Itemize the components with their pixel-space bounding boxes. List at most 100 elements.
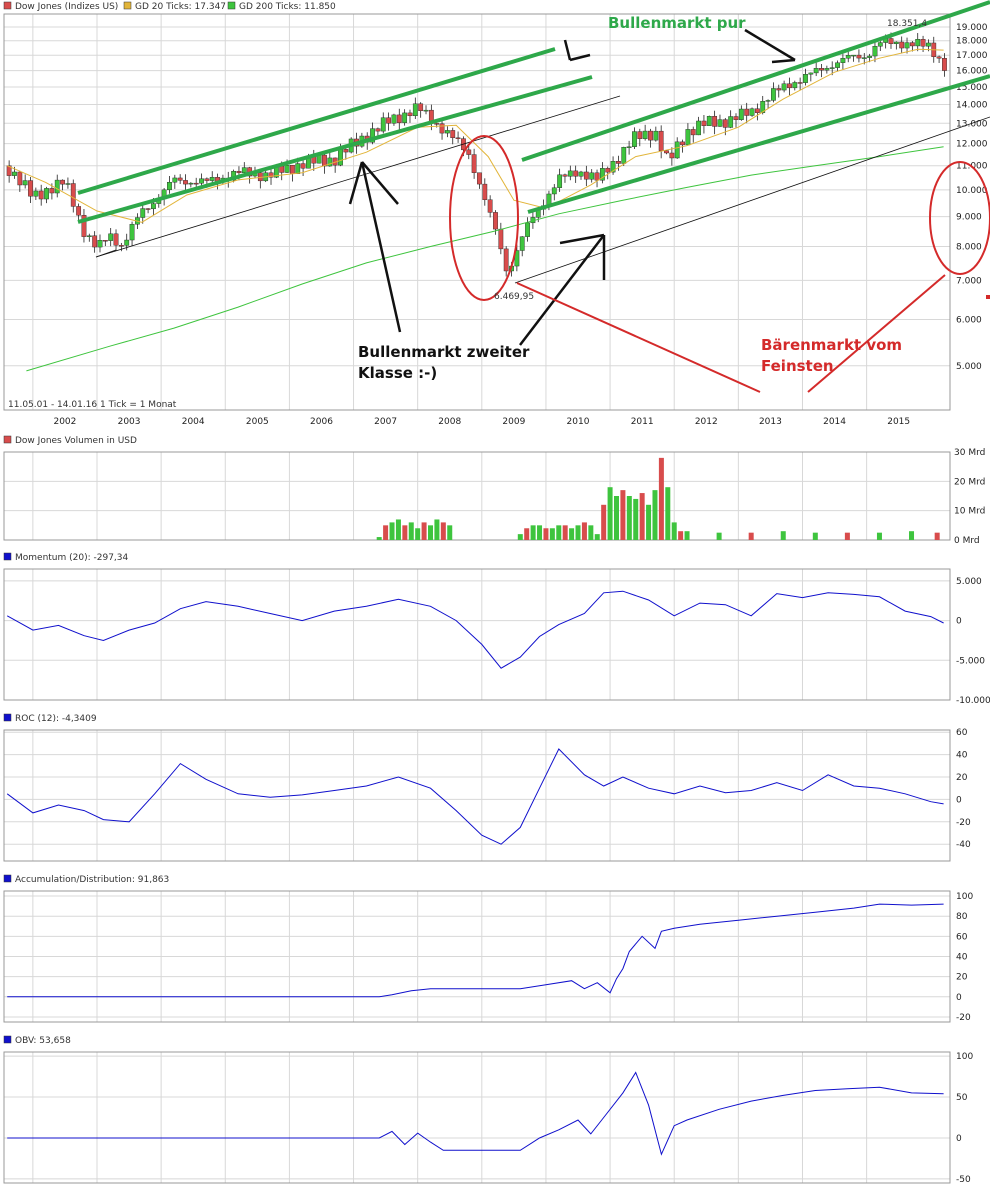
volume-bar xyxy=(876,532,882,540)
candle-up xyxy=(696,120,701,136)
volume-bar xyxy=(537,525,543,540)
candle-up xyxy=(412,103,418,117)
legend-ad: Accumulation/Distribution: 91,863 xyxy=(15,875,169,885)
candle-up xyxy=(915,39,921,47)
volume-bar xyxy=(440,522,446,540)
panel-frame xyxy=(3,890,951,1023)
candle-down xyxy=(493,212,498,230)
volume-bar xyxy=(658,457,664,540)
candle-up xyxy=(792,82,798,89)
candle-down xyxy=(322,154,327,167)
x-tick-label: 2011 xyxy=(631,417,654,427)
volume-bar xyxy=(633,498,639,540)
legend-swatch-gd200 xyxy=(227,1,236,10)
gd20-line xyxy=(7,48,944,223)
y-tick-label: 0 xyxy=(956,795,962,805)
candle-down xyxy=(819,68,824,71)
candle-up xyxy=(803,74,808,83)
volume-bar xyxy=(517,534,523,540)
y-tick-label: -20 xyxy=(956,1013,971,1023)
x-tick-label: 2002 xyxy=(53,417,76,427)
candle-down xyxy=(744,108,750,116)
gd200-line xyxy=(26,146,944,372)
candle-down xyxy=(38,190,44,200)
volume-bar xyxy=(620,490,626,540)
volume-bar xyxy=(909,531,915,540)
candle-up xyxy=(199,178,204,184)
candle-up xyxy=(370,128,375,143)
crash-ellipse xyxy=(449,135,519,301)
candle-up xyxy=(893,41,899,44)
candle-up xyxy=(642,130,648,139)
bear-line xyxy=(807,274,946,393)
candle-down xyxy=(856,54,862,59)
legend-swatch-ad xyxy=(3,874,12,883)
volume-bar xyxy=(428,525,434,540)
obv-panel: -50 0 50 100 xyxy=(3,1051,973,1185)
candle-down xyxy=(776,88,782,91)
volume-bar xyxy=(395,519,401,540)
legend-swatch-gd20 xyxy=(123,1,132,10)
candle-up xyxy=(525,222,530,237)
annotation-bull-pure: Bullenmarkt pur xyxy=(608,14,746,32)
legend-swatch-roc xyxy=(3,713,12,722)
roc-panel: -40 -20 0 20 40 60 xyxy=(3,728,971,862)
x-tick-label: 2013 xyxy=(759,417,782,427)
volume-bar xyxy=(607,487,613,540)
candle-up xyxy=(108,233,114,241)
volume-bar xyxy=(588,525,594,540)
candle-down xyxy=(145,208,151,210)
volume-bar xyxy=(421,522,427,540)
candle-down xyxy=(503,248,509,272)
y-tick-label: 20 xyxy=(956,973,968,983)
legend-volume: Dow Jones Volumen in USD xyxy=(15,436,137,446)
arrow-line xyxy=(348,161,364,205)
candle-down xyxy=(434,123,440,125)
candle-down xyxy=(936,56,942,59)
x-tick-label: 2005 xyxy=(246,417,269,427)
candle-up xyxy=(557,174,563,188)
x-axis: 2002 2003 2004 2005 2006 2007 2008 2009 2010 2011… xyxy=(53,417,910,427)
x-tick-label: 2009 xyxy=(502,417,525,427)
x-tick-label: 2003 xyxy=(118,417,141,427)
volume-bar xyxy=(748,532,754,540)
candle-down xyxy=(594,172,600,181)
y-tick-label: 60 xyxy=(956,932,968,942)
volume-bar xyxy=(626,496,632,540)
candle-down xyxy=(701,120,707,126)
legend-obv: OBV: 53,658 xyxy=(15,1036,71,1046)
y-tick-label: 40 xyxy=(956,751,968,761)
candle-down xyxy=(76,206,82,216)
candle-down xyxy=(92,235,98,248)
candle-down xyxy=(909,42,915,47)
arrow-line xyxy=(360,161,402,333)
candle-up xyxy=(851,54,856,57)
y-tick-label: 0 Mrd xyxy=(954,536,980,546)
candle-down xyxy=(637,131,643,139)
volume-bar xyxy=(543,528,549,540)
annotation-high-value: 18.351,4 xyxy=(887,19,927,29)
candle-down xyxy=(28,180,33,197)
candle-up xyxy=(380,117,386,132)
volume-bar xyxy=(652,490,658,540)
y-tick-label: 50 xyxy=(956,1093,968,1103)
volume-bar xyxy=(549,528,555,540)
x-tick-label: 2012 xyxy=(695,417,718,427)
candle-up xyxy=(338,149,343,166)
x-tick-label: 2007 xyxy=(374,417,397,427)
candle-down xyxy=(49,188,55,194)
candle-down xyxy=(300,163,306,169)
candle-down xyxy=(343,149,349,153)
candle-up xyxy=(738,108,744,120)
candle-down xyxy=(450,130,456,139)
candle-down xyxy=(102,240,108,242)
volume-bar xyxy=(665,487,671,540)
volume-bar xyxy=(594,534,600,540)
candle-up xyxy=(129,224,135,241)
candle-up xyxy=(621,147,627,164)
arrow-line xyxy=(559,233,605,245)
candle-up xyxy=(519,236,525,251)
indicator-line xyxy=(7,1071,944,1156)
candle-down xyxy=(733,116,739,120)
